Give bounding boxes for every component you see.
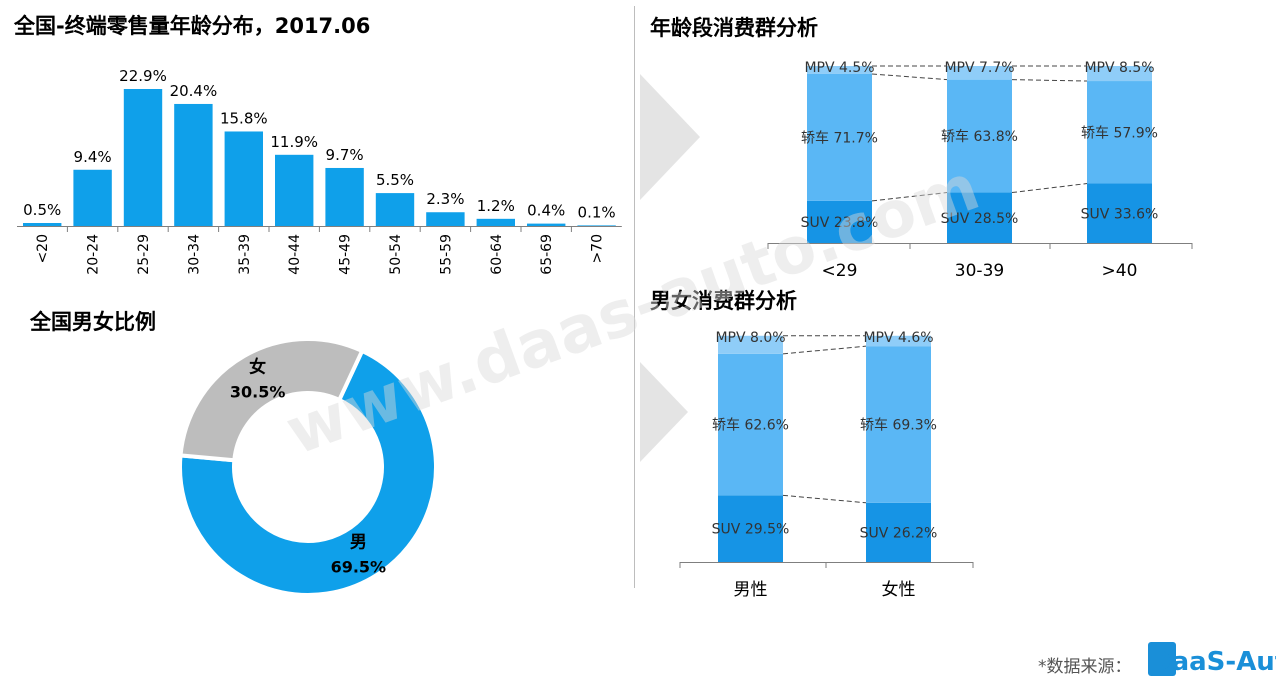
x-tick-label: 45-49 xyxy=(338,234,354,275)
category-label: 30-39 xyxy=(955,261,1004,281)
connector-line xyxy=(1011,79,1088,82)
segment-label: MPV 4.5% xyxy=(804,60,874,76)
data-label: 15.8% xyxy=(220,109,268,127)
segment-label: MPV 4.6% xyxy=(863,330,933,346)
stack-segment xyxy=(947,79,1012,193)
gender-ratio-title: 全国男女比例 xyxy=(30,310,156,334)
x-tick-label: 55-59 xyxy=(438,234,454,275)
segment-label: 轿车 57.9% xyxy=(1081,124,1158,141)
segment-label: 轿车 69.3% xyxy=(860,416,937,433)
stack-segment xyxy=(866,346,931,503)
arrow-right-icon xyxy=(640,74,700,200)
segment-label: MPV 8.5% xyxy=(1084,60,1154,76)
stack-segment xyxy=(1087,66,1152,82)
segment-label: 轿车 71.7% xyxy=(801,129,878,146)
slice-name: 男 xyxy=(350,533,367,553)
slice-name: 女 xyxy=(249,356,266,377)
stack-segment xyxy=(807,73,872,201)
category-label: 男性 xyxy=(734,580,768,600)
bar xyxy=(325,167,364,226)
stack-segment xyxy=(1087,81,1152,184)
bar xyxy=(527,223,566,226)
bar xyxy=(275,154,314,226)
stack-segment xyxy=(1087,183,1152,243)
stack-segment xyxy=(718,353,783,496)
panel-divider xyxy=(634,6,635,588)
daas-auto-logo: DaaS-Auto xyxy=(1148,642,1276,677)
bar xyxy=(174,103,213,226)
data-label: 1.2% xyxy=(477,197,515,215)
logo-text: DaaS-Auto xyxy=(1150,647,1276,677)
x-tick-label: 20-24 xyxy=(86,234,102,275)
segment-label: SUV 33.6% xyxy=(1081,206,1159,222)
x-tick-label: 35-39 xyxy=(237,234,253,275)
arrow-right-icon xyxy=(640,362,688,462)
x-tick-label: 40-44 xyxy=(287,234,303,275)
x-tick-label: 65-69 xyxy=(539,234,555,275)
segment-label: SUV 29.5% xyxy=(712,522,790,538)
category-label: <29 xyxy=(822,261,858,281)
data-label: 22.9% xyxy=(119,67,167,85)
donut-slice xyxy=(178,337,365,463)
bar xyxy=(123,89,163,226)
gender-donut-chart: 男 69.5% 女 30.5% xyxy=(178,337,438,597)
data-label: 9.4% xyxy=(74,148,112,166)
segment-label: 轿车 63.8% xyxy=(941,128,1018,145)
bar xyxy=(577,225,616,226)
stack-segment xyxy=(807,66,872,74)
gender-segment-stacked-chart: SUV 29.5% 轿车 62.6% MPV 8.0% 男性 SUV 26.2% 轿车 6… xyxy=(679,330,974,600)
segment-label: 轿车 62.6% xyxy=(712,417,789,434)
x-tick-label: 25-29 xyxy=(136,234,152,275)
stack-segment xyxy=(807,200,872,243)
x-tick-label: >70 xyxy=(590,234,606,264)
connector-line xyxy=(871,192,948,202)
category-label: >40 xyxy=(1102,261,1138,281)
data-label: 5.5% xyxy=(376,171,414,189)
slice-value: 30.5% xyxy=(230,382,286,401)
donut-slice xyxy=(178,348,438,597)
stack-segment xyxy=(947,66,1012,80)
age-distribution-chart: 0.5% <20 9.4% 20-24 22.9% 25-29 20.4% 30-34 15.8… xyxy=(17,67,622,275)
data-label: 2.3% xyxy=(426,190,464,208)
stack-segment xyxy=(718,335,783,354)
connector-line xyxy=(782,345,867,355)
connector-line xyxy=(871,73,948,81)
segment-label: SUV 23.8% xyxy=(801,215,879,231)
segment-label: SUV 26.2% xyxy=(860,525,938,541)
segment-label: MPV 8.0% xyxy=(715,330,785,346)
data-label: 9.7% xyxy=(326,146,364,164)
stack-segment xyxy=(718,495,783,562)
x-tick-label: 50-54 xyxy=(388,234,404,275)
segment-label: SUV 28.5% xyxy=(941,211,1019,227)
bar xyxy=(375,193,415,226)
slice-value: 69.5% xyxy=(331,558,387,577)
category-label: 女性 xyxy=(882,580,916,600)
connector-line xyxy=(782,494,867,504)
source-label: *数据来源： xyxy=(1038,657,1132,677)
data-label: 0.1% xyxy=(578,203,616,221)
stack-segment xyxy=(947,192,1012,243)
bar xyxy=(476,218,515,226)
segment-label: MPV 7.7% xyxy=(944,60,1014,76)
x-tick-label: <20 xyxy=(35,234,51,264)
age-distribution-title: 全国-终端零售量年龄分布，2017.06 xyxy=(14,14,371,38)
bar xyxy=(73,169,112,226)
age-segment-title: 年龄段消费群分析 xyxy=(650,16,818,40)
x-tick-label: 30-34 xyxy=(186,234,202,275)
stack-segment xyxy=(866,502,931,562)
data-label: 11.9% xyxy=(270,133,318,151)
connector-line xyxy=(1011,183,1088,194)
bar xyxy=(426,212,465,226)
age-segment-stacked-chart: SUV 23.8% 轿车 71.7% MPV 4.5% <29 SUV 28.5% 轿车 … xyxy=(767,60,1193,281)
data-label: 0.5% xyxy=(23,201,61,219)
bar xyxy=(23,223,62,226)
stack-segment xyxy=(866,335,931,347)
gender-segment-title: 男女消费群分析 xyxy=(650,289,797,313)
bar xyxy=(224,131,263,226)
data-label: 0.4% xyxy=(527,202,565,220)
data-label: 20.4% xyxy=(170,82,218,100)
x-tick-label: 60-64 xyxy=(489,234,505,275)
